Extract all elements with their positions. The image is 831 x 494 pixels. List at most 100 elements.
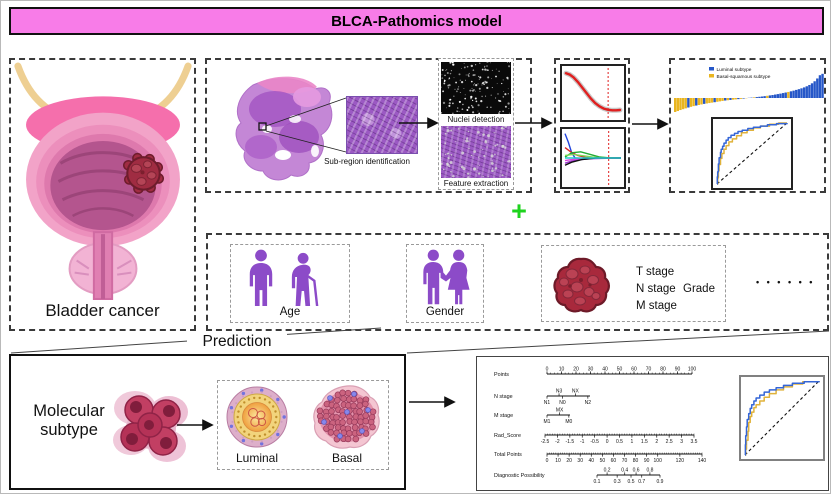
- results-box: Luminal subtype Basal-squamous subtype: [669, 58, 826, 193]
- svg-text:140: 140: [698, 458, 707, 464]
- svg-text:M0: M0: [565, 419, 572, 425]
- svg-text:40: 40: [589, 458, 595, 464]
- svg-text:0.7: 0.7: [638, 479, 645, 485]
- svg-text:3: 3: [680, 439, 683, 445]
- age-box: Age: [230, 244, 350, 323]
- svg-text:0.1: 0.1: [594, 479, 601, 485]
- molecular-subtype-title: Molecular subtype: [33, 402, 105, 439]
- svg-text:0: 0: [606, 439, 609, 445]
- svg-text:N1: N1: [544, 400, 551, 406]
- adult-person-icon: [249, 249, 273, 306]
- feature-overlay: [441, 126, 511, 178]
- svg-text:0.2: 0.2: [604, 467, 611, 473]
- svg-text:-0.5: -0.5: [590, 439, 599, 445]
- gender-label: Gender: [425, 306, 465, 318]
- svg-text:80: 80: [660, 366, 666, 372]
- nuclei-feature-box: Nuclei detection Feature extraction: [438, 58, 514, 190]
- feature-extraction-image: [441, 126, 511, 178]
- whole-slide-image: [235, 76, 333, 181]
- subregion-label: Sub-region identification: [324, 157, 410, 166]
- grade-label: Grade: [683, 283, 715, 295]
- nuclei-detection-label: Nuclei detection: [447, 115, 505, 124]
- cane: [306, 274, 319, 306]
- svg-text:60: 60: [631, 366, 637, 372]
- title-banner: BLCA-Pathomics model: [9, 7, 824, 35]
- prediction-section-label: Prediction: [187, 332, 287, 352]
- bladder-panel-label: Bladder cancer: [45, 301, 160, 320]
- svg-text:0.6: 0.6: [633, 467, 640, 473]
- svg-text:30: 30: [577, 458, 583, 464]
- svg-text:60: 60: [611, 458, 617, 464]
- svg-text:-2: -2: [555, 439, 560, 445]
- woman-icon: [446, 249, 470, 305]
- svg-text:70: 70: [646, 366, 652, 372]
- nuclei-detection-image: [441, 62, 511, 114]
- svg-text:100: 100: [654, 458, 663, 464]
- bladder-panel: Bladder cancer: [9, 58, 196, 331]
- gender-box: Gender: [406, 244, 484, 323]
- svg-text:Rad_Score: Rad_Score: [494, 433, 521, 439]
- svg-text:-1: -1: [580, 439, 585, 445]
- basal-histology-icon: [313, 385, 380, 449]
- luminal-label: Luminal: [235, 451, 279, 465]
- svg-text:10: 10: [555, 458, 561, 464]
- svg-text:30: 30: [588, 366, 594, 372]
- svg-text:Points: Points: [494, 372, 509, 378]
- svg-text:M1: M1: [544, 419, 551, 425]
- svg-text:1: 1: [631, 439, 634, 445]
- svg-text:20: 20: [573, 366, 579, 372]
- gender-icons: [423, 249, 470, 305]
- svg-text:0.5: 0.5: [616, 439, 623, 445]
- stage-box: T stage N stage M stage Grade: [541, 245, 726, 322]
- funnel-line-right: [406, 330, 830, 354]
- svg-text:2: 2: [655, 439, 658, 445]
- figure-title: BLCA-Pathomics model: [331, 12, 502, 30]
- bladder-tumor: [123, 152, 165, 194]
- svg-text:50: 50: [600, 458, 606, 464]
- more-variables-ellipsis: • • • • • •: [756, 277, 815, 287]
- svg-text:N stage: N stage: [494, 394, 513, 400]
- svg-text:40: 40: [602, 366, 608, 372]
- clinical-box: Age Gender: [206, 233, 829, 331]
- roc-validation-plot: [739, 375, 825, 461]
- n-stage-label: N stage: [636, 283, 676, 295]
- svg-text:0.3: 0.3: [614, 479, 621, 485]
- elderly-person-icon: [291, 252, 319, 306]
- svg-text:70: 70: [622, 458, 628, 464]
- svg-text:M stage: M stage: [494, 413, 513, 419]
- svg-text:10: 10: [559, 366, 565, 372]
- tumor-cells-illustration: [113, 391, 188, 462]
- svg-text:90: 90: [675, 366, 681, 372]
- svg-text:-1.5: -1.5: [566, 439, 575, 445]
- nomogram-panel: Points 0 10 20 30 40 50 60 70 80 90 100 N stage N3 NX N…: [476, 356, 829, 491]
- lasso-cv-plot: [560, 64, 626, 122]
- svg-text:80: 80: [633, 458, 639, 464]
- svg-text:Luminal subtype: Luminal subtype: [717, 67, 752, 73]
- svg-text:-2.5: -2.5: [541, 439, 550, 445]
- svg-text:N3: N3: [556, 388, 563, 394]
- lasso-coefficient-plot: [560, 127, 626, 189]
- feature-extraction-label: Feature extraction: [443, 179, 509, 188]
- plus-sign: +: [511, 196, 527, 226]
- svg-text:20: 20: [566, 458, 572, 464]
- svg-text:Diagnostic Possibility: Diagnostic Possibility: [494, 473, 545, 479]
- svg-text:0.8: 0.8: [646, 467, 653, 473]
- svg-text:0: 0: [546, 458, 549, 464]
- subregion-patch-image: [346, 96, 418, 154]
- svg-text:MX: MX: [556, 407, 564, 413]
- svg-text:2.5: 2.5: [666, 439, 673, 445]
- svg-text:50: 50: [617, 366, 623, 372]
- lasso-box: [554, 58, 630, 193]
- svg-text:0.9: 0.9: [657, 479, 664, 485]
- molecular-subtype-panel: Molecular subtype: [9, 354, 406, 490]
- svg-text:90: 90: [644, 458, 650, 464]
- svg-text:Total Points: Total Points: [494, 452, 522, 458]
- luminal-histology-icon: [226, 386, 288, 448]
- svg-text:N0: N0: [559, 400, 566, 406]
- roc-training-plot: [711, 117, 793, 190]
- t-stage-label: T stage: [636, 266, 675, 278]
- svg-text:1.5: 1.5: [641, 439, 648, 445]
